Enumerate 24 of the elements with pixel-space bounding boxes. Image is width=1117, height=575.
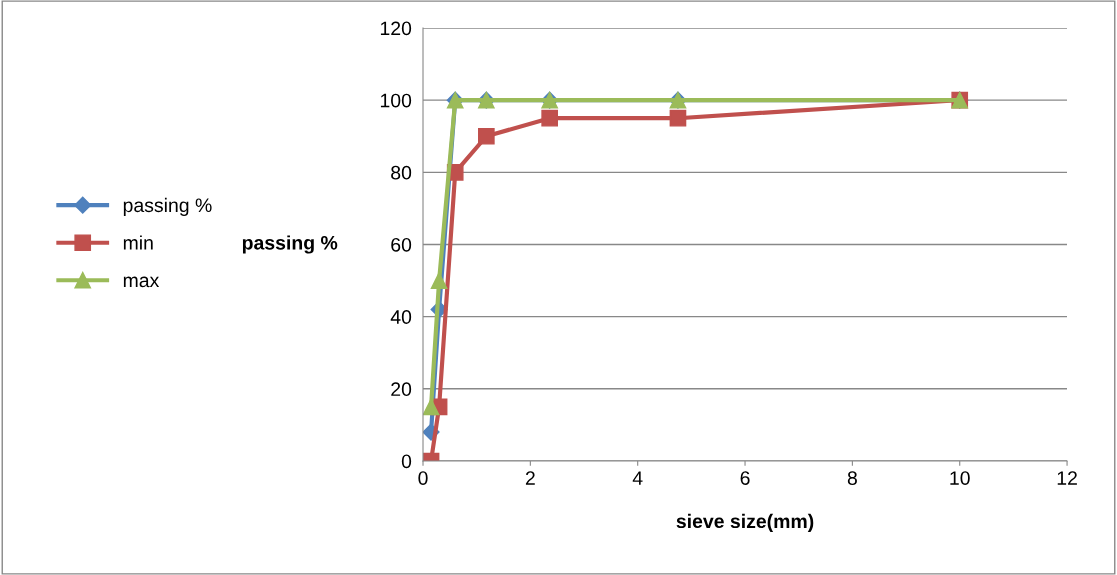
y-tick-label: 100	[380, 93, 412, 108]
point	[478, 127, 495, 145]
legend-label: max	[123, 276, 160, 288]
y-tick-label: 80	[391, 165, 412, 180]
point	[423, 398, 440, 416]
x-tick-label: 4	[632, 471, 643, 485]
y-tick-label: 60	[391, 237, 412, 252]
x-tick-label: 8	[847, 471, 857, 485]
x-tick-label: 6	[740, 471, 750, 485]
y-tick-label: 120	[380, 21, 412, 36]
x-tick-label: 2	[525, 471, 535, 485]
x-tick-label: 12	[1057, 471, 1077, 485]
y-tick-label: 20	[391, 382, 412, 397]
y-axis-title: passing %	[242, 235, 338, 254]
y-tick-label: 0	[401, 454, 412, 469]
x-tick-label: 10	[950, 471, 970, 485]
x-tick-label: 0	[418, 471, 428, 485]
legend-label: passing %	[123, 197, 212, 216]
point	[669, 109, 687, 127]
legend-label: min	[123, 235, 153, 250]
y-tick-label: 40	[390, 310, 412, 324]
point	[541, 109, 559, 127]
point	[430, 272, 448, 289]
x-axis-title: sieve size(mm)	[676, 513, 814, 532]
